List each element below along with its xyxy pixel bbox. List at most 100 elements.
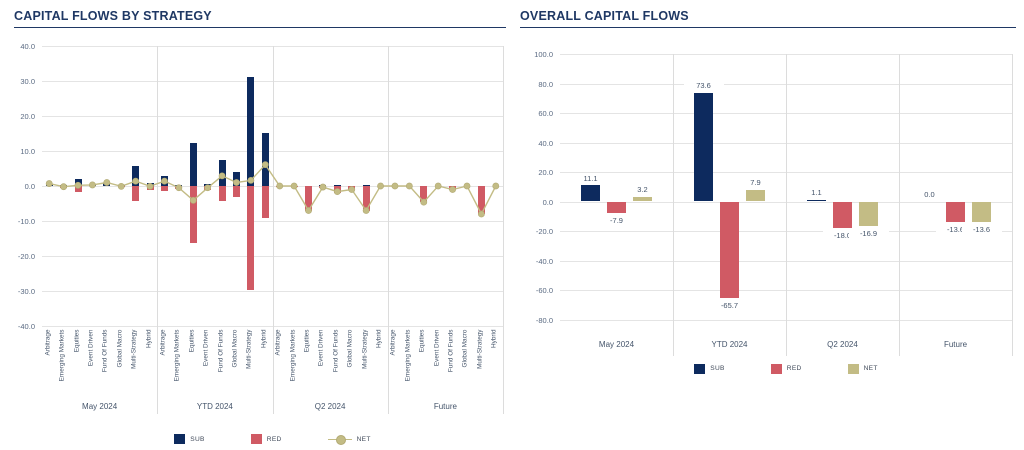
legend-dot (335, 435, 346, 445)
red-bar (833, 201, 852, 229)
sub-bar (333, 184, 341, 186)
red-bar (232, 186, 240, 197)
y-axis-tick-label: 0.0 (542, 197, 553, 207)
strategy-axis-label: Emerging Markets (173, 329, 181, 382)
red-bar (420, 186, 428, 203)
legend-item-sub: SUB (694, 363, 724, 374)
legend-label: NET (863, 365, 878, 372)
strategy-chart-title: CAPITAL FLOWS BY STRATEGY (14, 9, 212, 23)
data-label-sub: 1.1 (796, 188, 837, 198)
overall-chart-title: OVERALL CAPITAL FLOWS (520, 9, 689, 23)
strategy-axis-label: Global Macro (231, 329, 239, 368)
overall-capital-flows-chart: 100.0 80.0 60.0 40.0 20.0 0.0 -20.0 -40.0 -60.0 -… (520, 8, 1016, 448)
legend-red-swatch (250, 434, 262, 444)
sub-bar (189, 142, 197, 186)
net-marker (161, 177, 168, 185)
net-marker (218, 172, 226, 180)
net-marker (305, 207, 312, 214)
net-marker (463, 182, 471, 190)
net-marker (319, 183, 327, 191)
red-bar (607, 201, 626, 214)
legend-sub-swatch (174, 434, 186, 444)
strategy-axis-label: Hybrid (490, 329, 498, 348)
red-bar (946, 201, 965, 222)
red-bar (132, 186, 140, 201)
strategy-axis-label: Equities (418, 329, 426, 353)
net-marker (233, 179, 240, 186)
category-axis-label: Future (943, 339, 968, 349)
net-marker (420, 198, 428, 206)
net-bar (633, 196, 652, 202)
net-marker (333, 188, 341, 195)
group-axis-label: May 2024 (82, 402, 118, 411)
legend-item-red: RED (770, 363, 802, 374)
strategy-axis-label: Event Driven (87, 329, 95, 367)
y-axis-tick-label: -40.0 (535, 256, 553, 266)
sub-bar (132, 166, 140, 186)
net-marker (132, 177, 140, 185)
data-label-net: -13.6 (961, 224, 1002, 234)
legend-net-swatch (847, 363, 859, 374)
group-axis-label: Q2 2024 (314, 402, 346, 411)
legend-item-net: NET (847, 363, 878, 374)
sub-bar (807, 199, 826, 202)
net-marker (189, 196, 197, 204)
legend-item-net: NET (327, 435, 371, 445)
net-marker (477, 210, 485, 218)
strategy-axis-label: Global Macro (346, 329, 354, 368)
data-label-net: 3.2 (622, 185, 663, 195)
strategy-axis-label: Arbitrage (389, 329, 397, 356)
overall-flows-panel: OVERALL CAPITAL FLOWS 100.0 80.0 60.0 40.0 2… (520, 8, 1016, 448)
net-marker (276, 182, 284, 190)
chart-legend: SUB RED NET (560, 363, 1012, 374)
net-bar (746, 189, 765, 202)
net-marker (45, 180, 53, 187)
net-marker (175, 184, 183, 192)
red-bar (247, 186, 255, 290)
sub-bar (261, 133, 269, 186)
net-marker (103, 179, 111, 186)
strategy-axis-label: Multi-Strategy (245, 329, 253, 369)
group-separator (157, 46, 159, 414)
net-marker (89, 181, 96, 189)
category-axis-label: Q2 2024 (827, 339, 858, 349)
chart-legend: SUB RED NET (42, 434, 503, 445)
legend-sub-swatch (694, 363, 706, 374)
data-label-sub: 0.0 (909, 190, 950, 199)
net-marker (362, 207, 370, 214)
y-axis-tick-label: 60.0 (538, 109, 553, 118)
red-bar (261, 186, 269, 218)
strategy-axis-label: Hybrid (260, 329, 268, 348)
y-axis-tick-label: 0.0 (24, 182, 35, 191)
net-marker (204, 184, 212, 192)
strategy-axis-label: Event Driven (433, 329, 441, 367)
net-marker (261, 161, 269, 169)
net-marker (60, 183, 68, 191)
strategy-axis-label: Fund Of Funds (101, 329, 109, 373)
net-marker (405, 182, 413, 190)
sub-bar (694, 92, 713, 202)
strategy-axis-label: Hybrid (145, 329, 153, 348)
strategy-axis-label: Multi-Strategy (476, 329, 484, 369)
group-axis-label: Future (433, 402, 457, 411)
data-label-net: 7.9 (735, 178, 776, 188)
data-label-sub: 73.6 (683, 81, 724, 91)
group-axis-label: YTD 2024 (196, 402, 233, 411)
title-divider (520, 27, 1016, 28)
y-axis-tick-label: -20.0 (17, 252, 35, 261)
y-axis-tick-label: -30.0 (17, 287, 35, 296)
net-marker (117, 182, 125, 190)
strategy-axis-label: Arbitrage (159, 329, 167, 356)
data-label-red: -13.6 (935, 224, 976, 234)
y-axis-tick-label: -40.0 (17, 322, 35, 331)
capital-flows-by-strategy-chart: 40.0 30.0 20.0 10.0 0.0 -10.0 -20.0 -30.0 -40.0 A… (14, 8, 506, 448)
y-axis-tick-label: 40.0 (20, 42, 35, 51)
net-marker (377, 182, 384, 190)
strategy-axis-label: Hybrid (375, 329, 383, 348)
y-axis-tick-label: 30.0 (20, 77, 35, 86)
y-axis-tick-label: -60.0 (535, 286, 553, 295)
net-bar (859, 201, 878, 227)
strategy-axis-label: Event Driven (202, 329, 210, 367)
strategy-axis-label: Global Macro (116, 329, 124, 368)
